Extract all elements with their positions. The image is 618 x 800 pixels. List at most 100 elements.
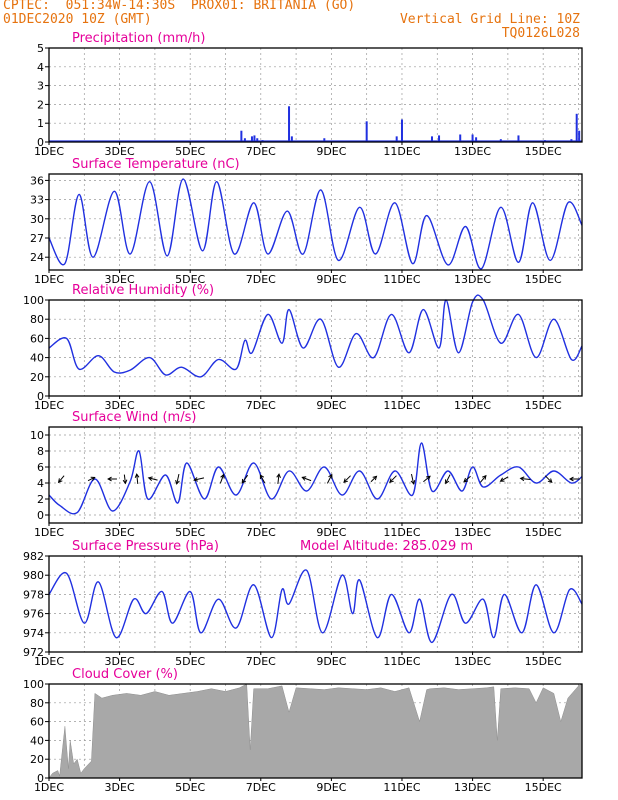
- wind-arrow-head: [445, 479, 450, 485]
- temperature-series-line: [48, 178, 583, 270]
- precipitation-bar: [253, 135, 256, 142]
- wind-arrow-shaft: [241, 474, 249, 484]
- wind-arrow-head: [57, 478, 63, 484]
- wind-arrow-shaft: [445, 474, 451, 484]
- temperature-ytick-label: 33: [30, 194, 44, 207]
- precipitation-xtick-label: 13DEC: [454, 145, 491, 158]
- wind-arrow-head: [482, 474, 487, 480]
- wind-arrow: [276, 473, 281, 485]
- wind-arrow-shaft: [463, 475, 471, 483]
- wind-ytick-label: 4: [37, 477, 44, 490]
- wind-frame: [48, 426, 583, 524]
- wind-xtick-label: 13DEC: [454, 526, 491, 539]
- wind-arrow-shaft: [148, 477, 158, 481]
- pressure-series-line: [48, 569, 583, 644]
- wind-arrow-head: [547, 478, 553, 484]
- temperature-ytick-label: 30: [30, 213, 44, 226]
- humidity-panel: [45, 294, 583, 399]
- wind-ytick-label: 8: [37, 445, 44, 458]
- precipitation-bar: [438, 135, 441, 142]
- wind-arrow: [193, 477, 205, 482]
- wind-arrow-head: [276, 473, 281, 478]
- cloud-xtick-label: 15DEC: [525, 781, 562, 794]
- wind-arrow: [134, 473, 140, 485]
- vertical-grid-note: Vertical Grid Line: 10Z: [399, 12, 580, 27]
- pressure-ytick-label: 976: [23, 608, 44, 621]
- cloud-xtick-label: 7DEC: [246, 781, 276, 794]
- wind-arrow-shaft: [123, 474, 126, 484]
- wind-xtick-label: 9DEC: [316, 526, 346, 539]
- precipitation-xtick-label: 5DEC: [175, 145, 205, 158]
- pressure-xtick-label: 7DEC: [246, 655, 276, 668]
- precipitation-bar: [400, 119, 403, 142]
- wind-arrow: [480, 474, 487, 483]
- wind-arrow-shaft: [370, 475, 377, 483]
- precipitation-xtick-label: 9DEC: [316, 145, 346, 158]
- wind-arrow-shaft: [410, 473, 415, 485]
- wind-arrow-shaft: [277, 473, 280, 485]
- cloud-xtick-label: 5DEC: [175, 781, 205, 794]
- wind-arrow: [445, 474, 451, 485]
- wind-arrow-head: [426, 475, 431, 481]
- humidity-xtick-label: 15DEC: [525, 399, 562, 412]
- cloud-area: [48, 683, 583, 779]
- run-datetime: 01DEC2020 10Z (GMT): [3, 12, 152, 27]
- wind-arrow-shaft: [389, 475, 397, 483]
- pressure-panel: [45, 555, 583, 655]
- wind-arrow: [463, 475, 471, 483]
- precipitation-bar: [365, 121, 368, 142]
- wind-arrow-shaft: [136, 473, 139, 485]
- wind-title: Surface Wind (m/s): [72, 410, 196, 425]
- humidity-title: Relative Humidity (%): [72, 283, 214, 298]
- humidity-xtick-label: 9DEC: [316, 399, 346, 412]
- precipitation-bar: [243, 138, 246, 142]
- wind-ytick-label: 6: [37, 461, 44, 474]
- precipitation-xtick-label: 1DEC: [34, 145, 64, 158]
- wind-xtick-label: 7DEC: [246, 526, 276, 539]
- pressure-xtick-label: 9DEC: [316, 655, 346, 668]
- wind-arrow-shaft: [87, 476, 95, 482]
- cloud-title: Cloud Cover (%): [72, 667, 178, 682]
- precipitation-bar: [288, 106, 291, 142]
- wind-arrow-head: [90, 476, 96, 481]
- wind-arrow: [122, 474, 128, 485]
- wind-arrow-shaft: [500, 476, 509, 482]
- precipitation-bar: [575, 113, 578, 142]
- temperature-xtick-label: 5DEC: [175, 273, 205, 286]
- wind-arrow: [568, 476, 580, 482]
- precipitation-ytick-label: 2: [37, 98, 44, 111]
- wind-arrow-head: [134, 473, 140, 478]
- wind-arrow: [423, 475, 431, 483]
- wind-arrow-head: [122, 479, 128, 485]
- cloud-xtick-label: 3DEC: [105, 781, 135, 794]
- pressure-frame: [48, 555, 583, 653]
- humidity-ytick-label: 20: [30, 371, 44, 384]
- wind-arrow: [326, 473, 333, 484]
- cloud-frame: [48, 683, 583, 779]
- wind-arrow-head: [389, 478, 394, 484]
- wind-arrow-shaft: [423, 475, 431, 483]
- temperature-xtick-label: 15DEC: [525, 273, 562, 286]
- cloud-ytick-label: 20: [30, 753, 44, 766]
- wind-arrow: [343, 475, 351, 484]
- wind-arrow: [107, 476, 117, 482]
- wind-arrow: [370, 475, 378, 483]
- wind-arrow-head: [410, 479, 416, 485]
- wind-arrow-shaft: [176, 473, 180, 485]
- humidity-xtick-label: 11DEC: [383, 399, 420, 412]
- cloud-ytick-label: 60: [30, 716, 44, 729]
- wind-arrow-head: [568, 476, 574, 482]
- humidity-ytick-label: 100: [23, 294, 44, 307]
- wind-xtick-label: 5DEC: [175, 526, 205, 539]
- temperature-xtick-label: 11DEC: [383, 273, 420, 286]
- wind-ytick-label: 10: [30, 429, 44, 442]
- cloud-ytick-label: 40: [30, 734, 44, 747]
- precipitation-bar: [250, 136, 253, 142]
- temperature-frame: [48, 173, 583, 271]
- humidity-frame: [48, 299, 583, 397]
- precipitation-bar: [395, 136, 398, 142]
- humidity-ytick-label: 0: [37, 390, 44, 403]
- wind-arrow: [519, 476, 531, 482]
- wind-xtick-label: 3DEC: [105, 526, 135, 539]
